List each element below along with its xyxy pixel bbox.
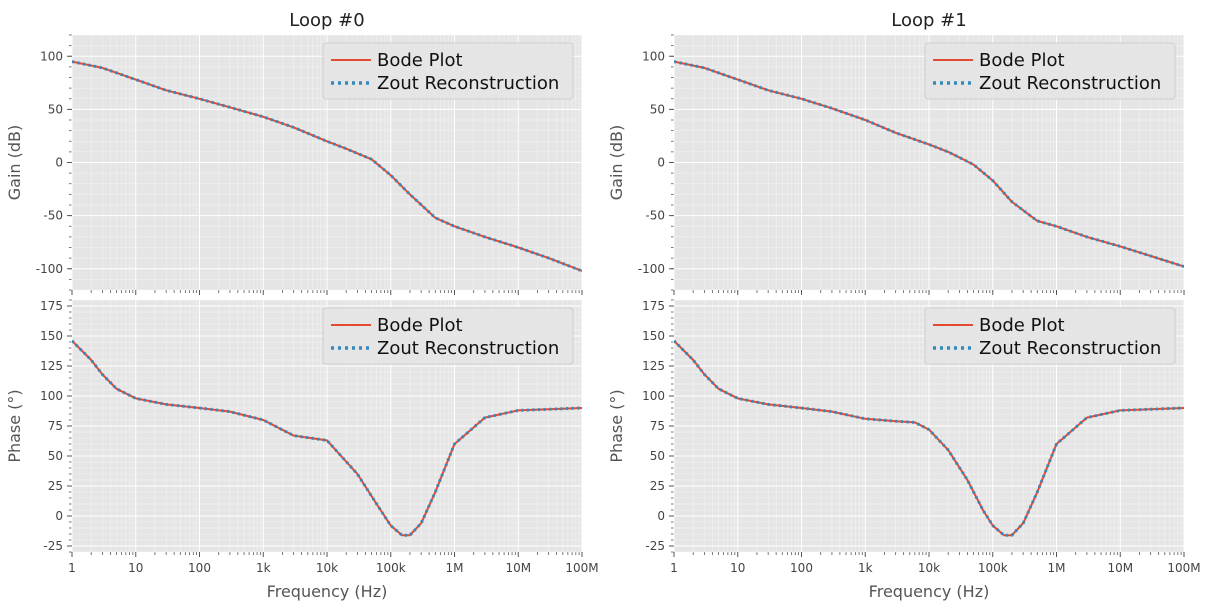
legend-label: Zout Reconstruction xyxy=(377,73,559,94)
legend-box xyxy=(924,307,1176,365)
x-tick-label: 100 xyxy=(790,561,813,575)
x-tick-label: 1M xyxy=(446,561,464,575)
legend-label: Zout Reconstruction xyxy=(979,338,1161,359)
x-tick-label: 1 xyxy=(670,561,678,575)
y-axis-label: Gain (dB) xyxy=(5,125,24,201)
y-tick-label: 100 xyxy=(40,389,63,403)
y-tick-label: 0 xyxy=(55,509,63,523)
y-tick-label: 75 xyxy=(48,419,63,433)
x-tick-label: 1k xyxy=(858,561,873,575)
x-tick-label: 1k xyxy=(256,561,271,575)
y-tick-label: 25 xyxy=(650,479,665,493)
legend-label: Bode Plot xyxy=(377,315,463,336)
legend-label: Bode Plot xyxy=(979,50,1065,71)
y-tick-label: 25 xyxy=(48,479,63,493)
bode-plot-line xyxy=(674,340,1184,537)
legend-box xyxy=(322,307,574,365)
y-tick-label: 100 xyxy=(40,49,63,63)
x-tick-label: 10 xyxy=(730,561,745,575)
y-tick-label: 100 xyxy=(642,49,665,63)
x-axis-label: Frequency (Hz) xyxy=(869,582,990,601)
chart-title: Loop #1 xyxy=(891,10,966,31)
y-tick-label: 0 xyxy=(55,156,63,170)
y-tick-label: -100 xyxy=(36,262,63,276)
y-tick-label: 100 xyxy=(642,389,665,403)
x-tick-label: 1 xyxy=(68,561,76,575)
x-tick-label: 10k xyxy=(316,561,338,575)
y-tick-label: -25 xyxy=(645,539,665,553)
legend-box xyxy=(322,42,574,100)
y-tick-label: 0 xyxy=(657,509,665,523)
x-tick-label: 10M xyxy=(1107,561,1133,575)
x-axis-label: Frequency (Hz) xyxy=(267,582,388,601)
y-tick-label: 125 xyxy=(40,359,63,373)
x-tick-label: 100k xyxy=(376,561,406,575)
panel-1: 1 10 100 1k 10k 100k 1M 10M 100M 175 150 125 100 75 50… xyxy=(5,299,599,601)
y-tick-label: 175 xyxy=(40,299,63,313)
y-tick-label: 150 xyxy=(40,329,63,343)
y-tick-label: -100 xyxy=(638,262,665,276)
x-tick-label: 1M xyxy=(1048,561,1066,575)
x-tick-label: 100M xyxy=(565,561,598,575)
zout-reconstruction-line xyxy=(72,60,582,273)
x-tick-label: 10k xyxy=(918,561,940,575)
chart-title: Loop #0 xyxy=(289,10,364,31)
y-tick-label: -50 xyxy=(645,209,665,223)
y-axis-label: Gain (dB) xyxy=(607,125,626,201)
y-tick-label: 50 xyxy=(650,102,665,116)
x-tick-label: 10 xyxy=(128,561,143,575)
y-axis-label: Phase (°) xyxy=(5,389,24,462)
y-tick-label: 150 xyxy=(642,329,665,343)
panel-2: 100 50 0 -50 -100 Loop #1 Gain (dB) Bode PlotZo… xyxy=(607,10,1185,295)
x-tick-label: 100k xyxy=(978,561,1008,575)
y-tick-label: -25 xyxy=(43,539,63,553)
y-tick-label: 50 xyxy=(48,102,63,116)
legend-label: Bode Plot xyxy=(377,50,463,71)
zout-reconstruction-line xyxy=(674,60,1184,269)
bode-plot-line xyxy=(72,340,582,537)
y-tick-label: 175 xyxy=(642,299,665,313)
x-tick-label: 10M xyxy=(505,561,531,575)
y-tick-label: 0 xyxy=(657,156,665,170)
y-axis-label: Phase (°) xyxy=(607,389,626,462)
y-tick-label: -50 xyxy=(43,209,63,223)
y-tick-label: 50 xyxy=(650,449,665,463)
legend-box xyxy=(924,42,1176,100)
x-tick-label: 100M xyxy=(1167,561,1200,575)
legend-label: Bode Plot xyxy=(979,315,1065,336)
y-tick-label: 50 xyxy=(48,449,63,463)
panel-3: 1 10 100 1k 10k 100k 1M 10M 100M 175 150 125 100 75 50… xyxy=(607,299,1201,601)
y-tick-label: 125 xyxy=(642,359,665,373)
y-tick-label: 75 xyxy=(650,419,665,433)
legend-label: Zout Reconstruction xyxy=(979,73,1161,94)
legend-label: Zout Reconstruction xyxy=(377,338,559,359)
panel-0: 100 50 0 -50 -100 Loop #0 Gain (dB) Bode PlotZo… xyxy=(5,10,583,295)
x-tick-label: 100 xyxy=(188,561,211,575)
